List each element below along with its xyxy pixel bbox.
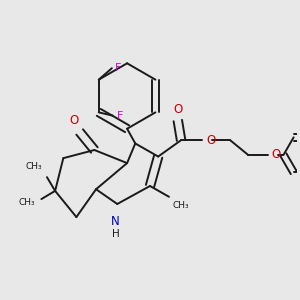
Text: O: O — [173, 103, 182, 116]
Text: CH₃: CH₃ — [19, 198, 35, 207]
Text: F: F — [117, 111, 123, 121]
Text: O: O — [272, 148, 281, 161]
Text: H: H — [112, 229, 119, 238]
Text: CH₃: CH₃ — [26, 162, 42, 171]
Text: N: N — [111, 215, 120, 228]
Text: CH₃: CH₃ — [173, 201, 190, 210]
Text: F: F — [115, 63, 122, 73]
Text: O: O — [69, 114, 78, 127]
Text: O: O — [206, 134, 215, 147]
